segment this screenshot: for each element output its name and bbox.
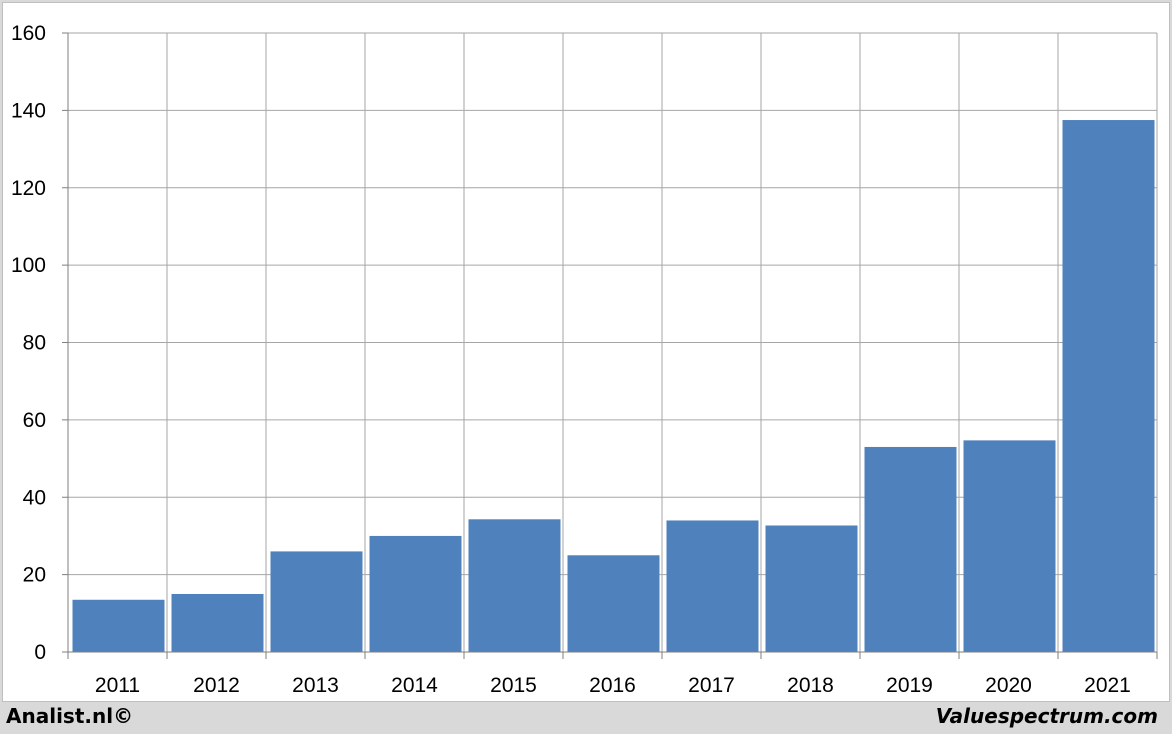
bar-2015 [468,519,561,652]
y-tick-labels: 0 20 40 60 80 100 120 140 160 [11,22,46,664]
watermark-credit: Valuespectrum.com [935,704,1158,728]
y-tick-label: 0 [34,641,46,664]
x-tick-label: 2019 [886,674,933,697]
source-credit: Analist.nl© [6,704,134,728]
y-tick-label: 80 [23,332,46,355]
axes [62,32,1158,659]
y-tick-label: 140 [11,99,46,122]
bar-2016 [567,555,660,652]
x-tick-label: 2016 [589,674,636,697]
x-tick-label: 2011 [95,674,140,697]
x-tick-label: 2021 [1084,674,1131,697]
x-tick-label: 2015 [490,674,537,697]
x-tick-label: 2012 [193,674,240,697]
x-tick-label: 2017 [688,674,735,697]
x-tick-labels: 2011 2012 2013 2014 2015 2016 2017 2018 2019 2020… [95,674,1131,697]
y-tick-label: 20 [23,564,46,587]
y-tick-label: 160 [11,22,46,45]
bar-2017 [666,520,759,652]
y-tick-label: 120 [11,177,46,200]
y-tick-label: 100 [11,254,46,277]
bar-2019 [864,446,957,652]
x-tick-label: 2013 [292,674,339,697]
bar-2021 [1062,120,1155,652]
bars [72,120,1155,652]
bar-2018 [765,525,858,652]
y-tick-label: 60 [23,409,46,432]
x-tick-label: 2018 [787,674,834,697]
x-tick-label: 2020 [985,674,1032,697]
bar-2011 [72,599,165,652]
y-tick-label: 40 [23,486,46,509]
bar-2013 [270,551,363,652]
bar-2012 [171,593,264,652]
x-tick-label: 2014 [391,674,438,697]
bar-2014 [369,535,462,652]
bar-2020 [963,440,1056,652]
